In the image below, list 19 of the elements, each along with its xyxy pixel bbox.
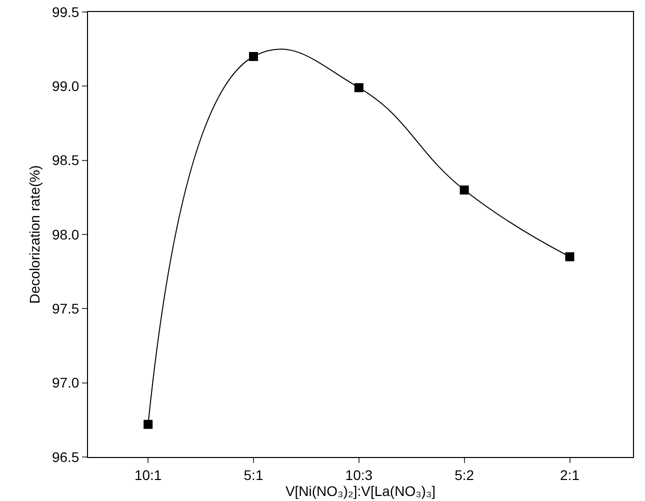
x-tick-label: 10:3 [345,466,373,483]
y-tick-label: 98.5 [52,152,80,168]
y-tick-label: 99.5 [52,4,80,20]
x-tick-label: 5:1 [244,466,264,483]
y-tick-label: 99.0 [52,78,80,94]
x-tick-label: 2:1 [560,466,580,483]
y-tick-label: 96.5 [52,448,80,465]
y-tick-label: 97.0 [52,374,80,391]
point [354,83,364,92]
point [249,52,258,61]
y-tick-label: 97.5 [52,300,80,317]
x-axis-title: V[Ni(NO₃)₂]:V[La(NO₃)₃] [285,483,436,500]
y-axis-title: Decolorization rate(%) [26,165,43,304]
y-tick-label: 98.0 [52,226,80,242]
x-tick-label: 5:2 [454,466,474,483]
point [144,420,153,429]
point [565,252,574,262]
point [460,186,469,194]
x-tick-label: 10:1 [134,466,162,483]
